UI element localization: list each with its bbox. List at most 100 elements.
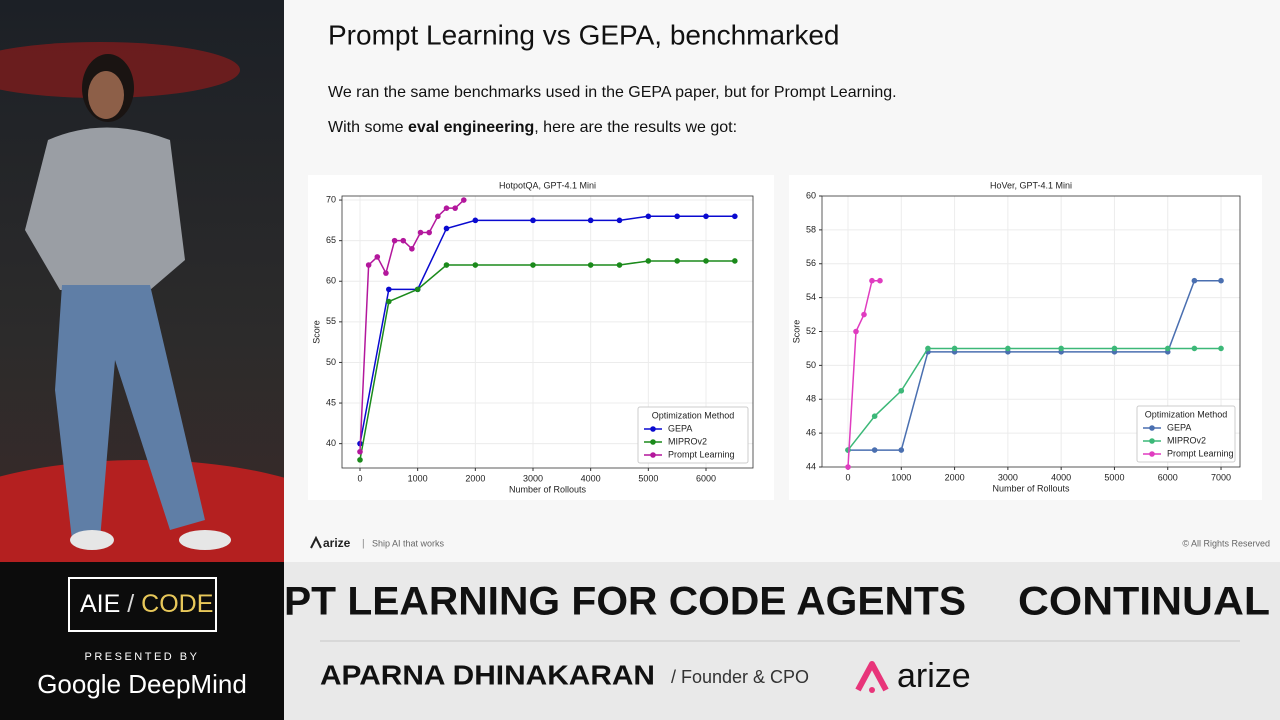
data-point (1191, 277, 1198, 284)
plot-frame (821, 195, 1241, 468)
presented-by: PRESENTED BY (85, 651, 200, 663)
y-tick-label: 60 (326, 276, 336, 286)
data-point (587, 217, 594, 224)
data-point (853, 328, 859, 335)
event-logo-box (68, 577, 217, 632)
speaker-role: / Founder & CPO (671, 667, 809, 687)
logo-icon (310, 535, 322, 549)
event-panel (0, 562, 284, 720)
data-point (616, 217, 623, 224)
charts: HotpotQA, GPT-4.1 Mini 40 45 50 55 60 65 70 0 100… (311, 180, 1241, 494)
data-point (374, 254, 381, 260)
footer-separator: | (362, 539, 365, 550)
data-point (587, 262, 594, 268)
data-point (674, 258, 680, 264)
y-tick-label: 55 (326, 316, 336, 326)
data-point (443, 225, 450, 232)
slide-text: With some eval engineering, here are the… (328, 119, 737, 136)
x-tick-label: 1000 (408, 473, 428, 483)
chart-title: HoVer, GPT-4.1 Mini (990, 180, 1072, 190)
legend-box (637, 406, 749, 464)
x-tick-label: 4000 (1051, 472, 1071, 482)
data-point (1191, 345, 1198, 352)
y-tick-label: 45 (326, 397, 336, 407)
speaker-figure (25, 54, 231, 550)
y-tick-label: 44 (806, 461, 816, 471)
data-point (391, 237, 398, 244)
x-tick-label: 5000 (1104, 472, 1124, 482)
y-tick-label: 52 (806, 326, 816, 336)
data-point (443, 205, 450, 211)
data-point (703, 258, 709, 264)
y-axis-label: Score (311, 320, 321, 344)
data-point (443, 262, 450, 268)
text-run: , here are the results we got: (534, 119, 737, 136)
legend-box (1136, 405, 1236, 463)
data-point (426, 229, 432, 236)
data-point (861, 311, 867, 318)
x-tick-label: 4000 (581, 473, 601, 483)
x-tick-label: 5000 (638, 473, 658, 483)
legend-title: Optimization Method (1145, 409, 1228, 419)
company-logo-dot (869, 687, 875, 693)
data-point (1005, 345, 1011, 352)
data-point (951, 345, 958, 352)
data-point (925, 345, 931, 352)
y-tick-label: 58 (806, 224, 816, 234)
data-point (409, 245, 415, 252)
data-point (435, 213, 441, 220)
legend-label: MIPROv2 (668, 436, 707, 446)
legend-label: GEPA (1167, 422, 1191, 432)
plot-frame (341, 195, 754, 469)
footer-tagline: Ship AI that works (372, 538, 445, 548)
legend-swatch (1149, 438, 1155, 444)
data-point (871, 413, 878, 419)
text-run: With some (328, 119, 408, 136)
y-tick-label: 65 (326, 235, 336, 245)
data-point (383, 270, 389, 276)
x-tick-label: 6000 (696, 473, 716, 483)
data-point (1058, 345, 1064, 352)
data-point (898, 447, 905, 453)
data-point (400, 237, 407, 244)
x-tick-label: 1000 (891, 472, 911, 482)
data-point (645, 258, 652, 264)
legend-swatch (650, 426, 656, 432)
data-point (703, 213, 709, 220)
y-tick-label: 48 (806, 394, 816, 404)
data-point (869, 277, 875, 284)
data-point (732, 213, 738, 220)
data-point (472, 217, 479, 224)
speaker-name: APARNA DHINAKARAN (320, 659, 655, 690)
x-tick-label: 0 (845, 472, 850, 482)
x-tick-label: 2000 (945, 472, 965, 482)
data-point (616, 262, 623, 268)
data-point (386, 286, 392, 293)
slide-title: Prompt Learning vs GEPA, benchmarked (328, 19, 840, 50)
y-tick-label: 40 (326, 438, 336, 448)
data-point (530, 262, 536, 268)
x-tick-label: 7000 (1211, 472, 1231, 482)
legend-label: Prompt Learning (668, 449, 735, 459)
slide-text: We ran the same benchmarks used in the G… (328, 84, 897, 101)
y-tick-label: 56 (806, 258, 816, 268)
legend-label: MIPROv2 (1167, 435, 1206, 445)
series-line (359, 260, 735, 461)
legend-swatch (650, 439, 656, 445)
copyright: © All Rights Reserved (1182, 538, 1270, 548)
data-point (845, 464, 851, 470)
event-name: AIE / CODE (80, 590, 213, 618)
x-tick-label: 3000 (523, 473, 543, 483)
company-name: arize (897, 657, 971, 695)
text-run: eval engineering (408, 119, 534, 136)
data-point (386, 298, 392, 305)
text-run: AIE (80, 590, 120, 618)
data-point (1111, 345, 1118, 352)
chart-title: HotpotQA, GPT-4.1 Mini (499, 180, 596, 190)
data-point (417, 229, 424, 236)
x-tick-label: 0 (357, 473, 362, 483)
text-run: CODE (141, 590, 213, 618)
data-point (365, 262, 372, 268)
legend-swatch (1149, 425, 1155, 431)
